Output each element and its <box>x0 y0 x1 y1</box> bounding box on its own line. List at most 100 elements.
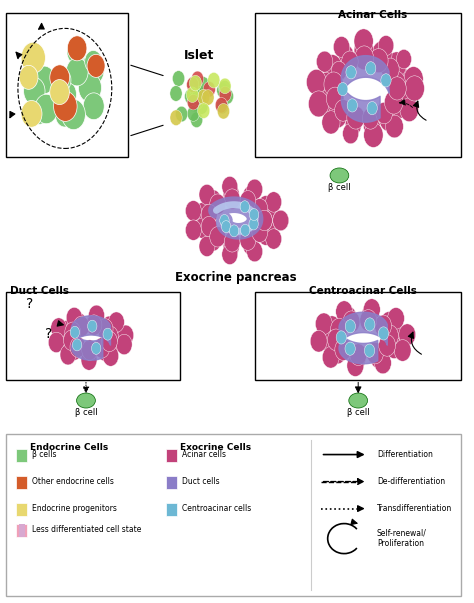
Text: Self-renewal/
Proliferation: Self-renewal/ Proliferation <box>377 529 427 548</box>
Circle shape <box>220 215 229 227</box>
Text: Centroacinar Cells: Centroacinar Cells <box>309 286 417 297</box>
Circle shape <box>194 203 210 223</box>
Circle shape <box>109 326 124 346</box>
Circle shape <box>67 41 85 64</box>
Text: ?: ? <box>45 326 52 341</box>
Circle shape <box>404 67 423 92</box>
Ellipse shape <box>77 393 95 408</box>
Circle shape <box>381 74 391 87</box>
Bar <box>16 523 27 537</box>
Text: Centroacinar cells: Centroacinar cells <box>182 504 251 513</box>
Circle shape <box>97 319 113 339</box>
Circle shape <box>258 195 274 216</box>
Circle shape <box>369 49 388 73</box>
Text: Islet: Islet <box>183 49 214 62</box>
Circle shape <box>240 224 250 236</box>
Circle shape <box>347 355 364 376</box>
Circle shape <box>365 62 376 75</box>
Circle shape <box>395 69 413 92</box>
Circle shape <box>252 222 268 242</box>
Circle shape <box>87 54 105 77</box>
Circle shape <box>221 89 234 104</box>
Circle shape <box>273 210 289 231</box>
Circle shape <box>191 71 204 87</box>
Bar <box>19 523 25 537</box>
Circle shape <box>388 71 405 93</box>
Circle shape <box>187 106 200 121</box>
Circle shape <box>329 343 346 364</box>
Circle shape <box>391 93 410 118</box>
Bar <box>166 449 177 462</box>
FancyBboxPatch shape <box>255 13 462 157</box>
Circle shape <box>81 350 97 370</box>
Circle shape <box>324 72 343 96</box>
Circle shape <box>345 342 356 355</box>
Circle shape <box>195 87 207 103</box>
Circle shape <box>205 231 221 251</box>
Circle shape <box>316 51 333 72</box>
Circle shape <box>223 237 239 257</box>
Circle shape <box>222 177 238 197</box>
Circle shape <box>364 122 383 147</box>
Circle shape <box>370 347 387 368</box>
Circle shape <box>191 90 204 106</box>
Circle shape <box>367 101 377 115</box>
Circle shape <box>202 90 214 106</box>
Circle shape <box>394 339 411 361</box>
Text: β cell: β cell <box>328 183 351 192</box>
Circle shape <box>343 124 359 144</box>
Circle shape <box>382 58 399 81</box>
Circle shape <box>266 229 282 249</box>
Circle shape <box>66 308 82 328</box>
Circle shape <box>354 29 373 54</box>
Circle shape <box>322 347 339 368</box>
Bar <box>16 502 27 516</box>
Circle shape <box>201 204 217 224</box>
Circle shape <box>395 76 415 101</box>
Circle shape <box>210 194 226 214</box>
Text: β cell: β cell <box>347 408 370 417</box>
Circle shape <box>378 36 394 55</box>
Circle shape <box>330 318 347 340</box>
Circle shape <box>347 99 357 112</box>
Circle shape <box>336 301 353 323</box>
Circle shape <box>175 106 188 122</box>
Circle shape <box>326 87 344 110</box>
Circle shape <box>88 320 97 332</box>
Circle shape <box>67 36 87 61</box>
Circle shape <box>379 107 399 131</box>
Circle shape <box>217 83 229 98</box>
Circle shape <box>94 338 110 358</box>
Text: Exocrine Cells: Exocrine Cells <box>180 443 251 452</box>
Circle shape <box>185 201 201 221</box>
Circle shape <box>252 198 268 219</box>
Circle shape <box>384 90 403 114</box>
Circle shape <box>364 298 380 320</box>
Circle shape <box>337 83 348 96</box>
Circle shape <box>64 330 80 350</box>
Circle shape <box>210 227 226 247</box>
Circle shape <box>324 316 340 338</box>
Circle shape <box>310 330 327 352</box>
Circle shape <box>382 325 399 347</box>
Circle shape <box>246 241 263 262</box>
Circle shape <box>215 98 228 113</box>
Circle shape <box>240 201 249 213</box>
FancyBboxPatch shape <box>6 292 180 379</box>
Text: ?: ? <box>26 297 33 311</box>
Circle shape <box>240 230 256 250</box>
Circle shape <box>65 322 81 343</box>
Circle shape <box>35 94 58 124</box>
Text: Acinar cells: Acinar cells <box>182 450 226 459</box>
Circle shape <box>319 330 337 352</box>
Circle shape <box>222 244 238 265</box>
Circle shape <box>216 98 228 114</box>
Circle shape <box>400 98 419 122</box>
Circle shape <box>355 46 374 70</box>
Circle shape <box>101 331 118 352</box>
Circle shape <box>103 328 112 340</box>
Circle shape <box>73 316 90 336</box>
Circle shape <box>118 325 134 346</box>
Text: β cell: β cell <box>75 408 97 417</box>
FancyBboxPatch shape <box>255 292 462 379</box>
